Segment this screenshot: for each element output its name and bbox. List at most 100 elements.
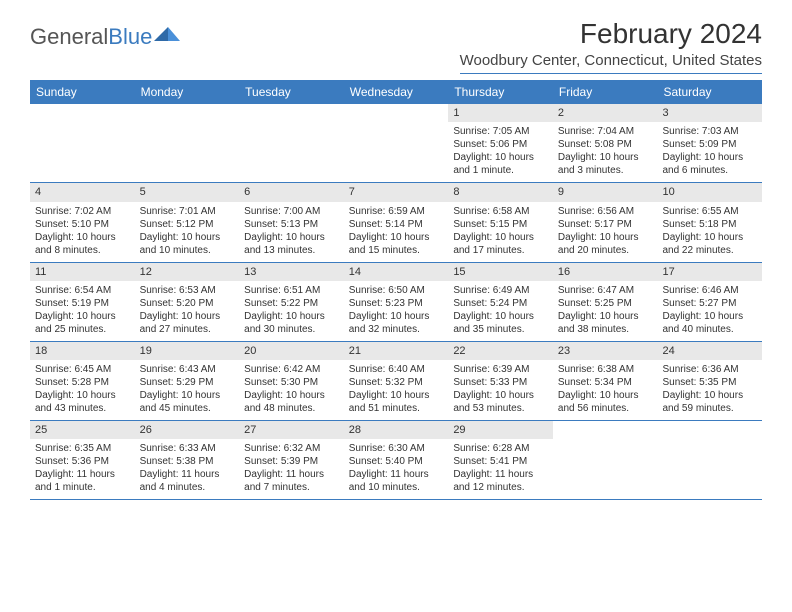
sunset-text: Sunset: 5:35 PM [662,376,757,389]
day-cell: 25Sunrise: 6:35 AMSunset: 5:36 PMDayligh… [30,421,135,499]
daylight-text: Daylight: 10 hours and 20 minutes. [558,231,653,257]
week-row: 1 Sunrise: 7:05 AMSunset: 5:06 PM Daylight… [30,104,762,183]
sunrise-text: Sunrise: 7:01 AM [140,205,235,218]
month-title: February 2024 [460,18,762,50]
sunset-text: Sunset: 5:39 PM [244,455,339,468]
logo-text: GeneralBlue [30,24,152,50]
daylight-text: Daylight: 11 hours and 7 minutes. [244,468,339,494]
day-body: Sunrise: 6:43 AMSunset: 5:29 PMDaylight:… [135,360,240,420]
daylight-text: Daylight: 10 hours and 38 minutes. [558,310,653,336]
day-number: 3 [657,104,762,122]
sunset-text: Sunset: 5:23 PM [349,297,444,310]
sunrise-text: Sunrise: 6:55 AM [662,205,757,218]
daylight-text: Daylight: 10 hours and 56 minutes. [558,389,653,415]
day-body: Sunrise: 6:36 AMSunset: 5:35 PMDaylight:… [657,360,762,420]
daylight-text: Daylight: 11 hours and 12 minutes. [453,468,548,494]
location: Woodbury Center, Connecticut, United Sta… [460,52,762,74]
day-body: Sunrise: 7:02 AMSunset: 5:10 PMDaylight:… [30,202,135,262]
day-body: Sunrise: 6:53 AMSunset: 5:20 PMDaylight:… [135,281,240,341]
sunrise-text: Sunrise: 6:35 AM [35,442,130,455]
daylight-text: Daylight: 10 hours and 59 minutes. [662,389,757,415]
day-cell: 11Sunrise: 6:54 AMSunset: 5:19 PMDayligh… [30,263,135,341]
week-row: 4Sunrise: 7:02 AMSunset: 5:10 PMDaylight… [30,183,762,262]
sunrise-text: Sunrise: 6:38 AM [558,363,653,376]
day-body: Sunrise: 6:40 AMSunset: 5:32 PMDaylight:… [344,360,449,420]
day-cell: 19Sunrise: 6:43 AMSunset: 5:29 PMDayligh… [135,342,240,420]
day-cell: 18Sunrise: 6:45 AMSunset: 5:28 PMDayligh… [30,342,135,420]
day-cell: 28Sunrise: 6:30 AMSunset: 5:40 PMDayligh… [344,421,449,499]
day-cell: 8Sunrise: 6:58 AMSunset: 5:15 PMDaylight… [448,183,553,261]
day-number: 28 [344,421,449,439]
day-cell [657,421,762,499]
day-number: 2 [553,104,658,122]
sunrise-text: Sunrise: 6:28 AM [453,442,548,455]
sunset-text: Sunset: 5:22 PM [244,297,339,310]
sunrise-text: Sunrise: 6:49 AM [453,284,548,297]
day-body: Sunrise: 6:50 AMSunset: 5:23 PMDaylight:… [344,281,449,341]
day-number: 16 [553,263,658,281]
sunrise-text: Sunrise: 7:04 AM [558,125,653,138]
sunset-text: Sunset: 5:38 PM [140,455,235,468]
day-number: 5 [135,183,240,201]
sunrise-text: Sunrise: 6:43 AM [140,363,235,376]
sunrise-text: Sunrise: 6:42 AM [244,363,339,376]
sunset-text: Sunset: 5:18 PM [662,218,757,231]
week-row: 11Sunrise: 6:54 AMSunset: 5:19 PMDayligh… [30,263,762,342]
daylight-text: Daylight: 10 hours and 32 minutes. [349,310,444,336]
day-number: 10 [657,183,762,201]
calendar: Sunday Monday Tuesday Wednesday Thursday… [30,80,762,500]
logo: GeneralBlue [30,18,180,50]
day-cell: 29Sunrise: 6:28 AMSunset: 5:41 PMDayligh… [448,421,553,499]
daylight-text: Daylight: 11 hours and 10 minutes. [349,468,444,494]
day-cell: 4Sunrise: 7:02 AMSunset: 5:10 PMDaylight… [30,183,135,261]
day-cell: 26Sunrise: 6:33 AMSunset: 5:38 PMDayligh… [135,421,240,499]
day-cell: 20Sunrise: 6:42 AMSunset: 5:30 PMDayligh… [239,342,344,420]
day-body: Sunrise: 6:35 AMSunset: 5:36 PMDaylight:… [30,439,135,499]
dow-thu: Thursday [448,80,553,104]
day-number: 4 [30,183,135,201]
day-number: 23 [553,342,658,360]
day-number: 26 [135,421,240,439]
daylight-text: Daylight: 10 hours and 6 minutes. [662,151,757,177]
daylight-text: Daylight: 10 hours and 8 minutes. [35,231,130,257]
sunrise-text: Sunrise: 7:00 AM [244,205,339,218]
daylight-text: Daylight: 10 hours and 3 minutes. [558,151,653,177]
daylight-text: Daylight: 10 hours and 17 minutes. [453,231,548,257]
sunset-text: Sunset: 5:40 PM [349,455,444,468]
day-cell: 17Sunrise: 6:46 AMSunset: 5:27 PMDayligh… [657,263,762,341]
day-body: Sunrise: 6:42 AMSunset: 5:30 PMDaylight:… [239,360,344,420]
sunset-text: Sunset: 5:27 PM [662,297,757,310]
daylight-text: Daylight: 11 hours and 1 minute. [35,468,130,494]
title-block: February 2024 Woodbury Center, Connectic… [460,18,762,74]
sunset-text: Sunset: 5:20 PM [140,297,235,310]
sunset-text: Sunset: 5:12 PM [140,218,235,231]
daylight-text: Daylight: 10 hours and 25 minutes. [35,310,130,336]
day-cell: 24Sunrise: 6:36 AMSunset: 5:35 PMDayligh… [657,342,762,420]
day-cell [239,104,344,182]
sunset-text: Sunset: 5:17 PM [558,218,653,231]
sunrise-text: Sunrise: 6:58 AM [453,205,548,218]
dow-wed: Wednesday [344,80,449,104]
sunset-text: Sunset: 5:33 PM [453,376,548,389]
day-number: 1 [448,104,553,122]
day-body: Sunrise: 6:55 AMSunset: 5:18 PMDaylight:… [657,202,762,262]
sunrise-text: Sunrise: 7:05 AM [453,125,548,138]
day-cell [553,421,658,499]
day-body: Sunrise: 6:33 AMSunset: 5:38 PMDaylight:… [135,439,240,499]
daylight-text: Daylight: 10 hours and 27 minutes. [140,310,235,336]
sunrise-text: Sunrise: 7:02 AM [35,205,130,218]
day-number: 15 [448,263,553,281]
sunset-text: Sunset: 5:06 PM [453,138,548,151]
day-number: 20 [239,342,344,360]
sunrise-text: Sunrise: 6:46 AM [662,284,757,297]
day-body: Sunrise: 6:32 AMSunset: 5:39 PMDaylight:… [239,439,344,499]
sunset-text: Sunset: 5:08 PM [558,138,653,151]
daylight-text: Daylight: 10 hours and 48 minutes. [244,389,339,415]
logo-part2: Blue [108,24,152,49]
day-number: 8 [448,183,553,201]
sunset-text: Sunset: 5:14 PM [349,218,444,231]
sunset-text: Sunset: 5:28 PM [35,376,130,389]
logo-mark-icon [154,25,180,48]
day-number: 17 [657,263,762,281]
daylight-text: Daylight: 10 hours and 45 minutes. [140,389,235,415]
